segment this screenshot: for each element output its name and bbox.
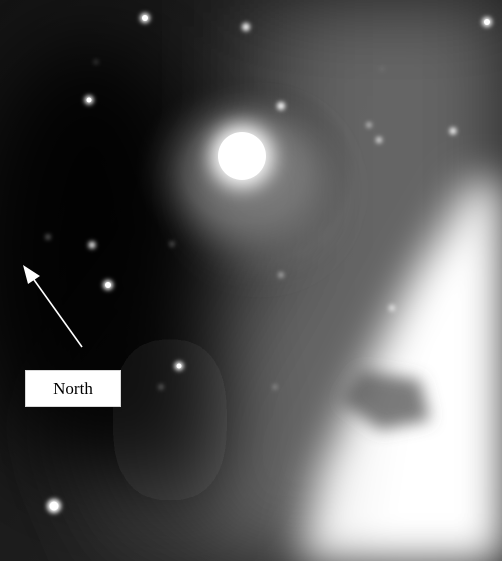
field-stars — [46, 13, 492, 513]
north-label: North — [25, 370, 121, 407]
bright-nebula-region — [300, 180, 502, 561]
north-arrow-icon — [23, 265, 83, 348]
bright-star — [218, 132, 266, 180]
